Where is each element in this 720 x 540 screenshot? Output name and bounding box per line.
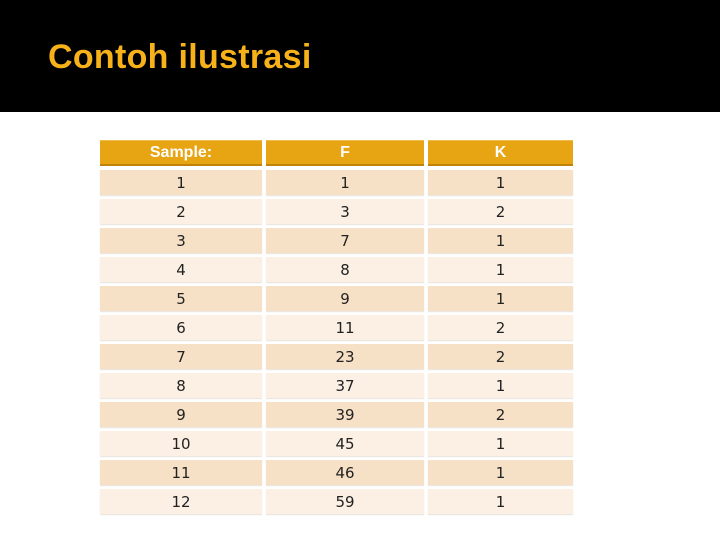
table-row: 11 46 1 — [100, 460, 573, 485]
cell-f: 7 — [266, 228, 424, 253]
cell-f: 1 — [266, 170, 424, 195]
cell-k: 1 — [428, 228, 573, 253]
column-header-sample: Sample: — [100, 140, 262, 166]
cell-sample: 10 — [100, 431, 262, 456]
table-row: 3 7 1 — [100, 228, 573, 253]
table-row: 7 23 2 — [100, 344, 573, 369]
table-row: 2 3 2 — [100, 199, 573, 224]
cell-k: 2 — [428, 315, 573, 340]
slide-title: Contoh ilustrasi — [48, 38, 312, 76]
table-row: 10 45 1 — [100, 431, 573, 456]
column-header-k: K — [428, 140, 573, 166]
cell-sample: 8 — [100, 373, 262, 398]
cell-f: 45 — [266, 431, 424, 456]
cell-k: 1 — [428, 373, 573, 398]
cell-k: 1 — [428, 257, 573, 282]
cell-f: 3 — [266, 199, 424, 224]
cell-k: 1 — [428, 431, 573, 456]
cell-sample: 5 — [100, 286, 262, 311]
cell-f: 46 — [266, 460, 424, 485]
cell-f: 59 — [266, 489, 424, 514]
cell-f: 39 — [266, 402, 424, 427]
cell-sample: 3 — [100, 228, 262, 253]
data-table: Sample: F K 1 1 1 2 3 2 3 7 1 4 — [96, 136, 577, 518]
cell-sample: 11 — [100, 460, 262, 485]
table-row: 9 39 2 — [100, 402, 573, 427]
cell-k: 1 — [428, 286, 573, 311]
cell-f: 8 — [266, 257, 424, 282]
table-header-row: Sample: F K — [100, 140, 573, 166]
cell-k: 2 — [428, 402, 573, 427]
cell-k: 2 — [428, 344, 573, 369]
cell-f: 11 — [266, 315, 424, 340]
table-row: 5 9 1 — [100, 286, 573, 311]
cell-f: 23 — [266, 344, 424, 369]
cell-k: 1 — [428, 460, 573, 485]
title-band — [0, 0, 720, 112]
cell-k: 2 — [428, 199, 573, 224]
cell-sample: 1 — [100, 170, 262, 195]
cell-k: 1 — [428, 489, 573, 514]
cell-f: 37 — [266, 373, 424, 398]
cell-k: 1 — [428, 170, 573, 195]
cell-sample: 6 — [100, 315, 262, 340]
cell-sample: 2 — [100, 199, 262, 224]
column-header-f: F — [266, 140, 424, 166]
table-row: 8 37 1 — [100, 373, 573, 398]
cell-sample: 12 — [100, 489, 262, 514]
cell-sample: 9 — [100, 402, 262, 427]
table-row: 12 59 1 — [100, 489, 573, 514]
cell-f: 9 — [266, 286, 424, 311]
table-row: 1 1 1 — [100, 170, 573, 195]
table-row: 6 11 2 — [100, 315, 573, 340]
cell-sample: 4 — [100, 257, 262, 282]
table-row: 4 8 1 — [100, 257, 573, 282]
cell-sample: 7 — [100, 344, 262, 369]
